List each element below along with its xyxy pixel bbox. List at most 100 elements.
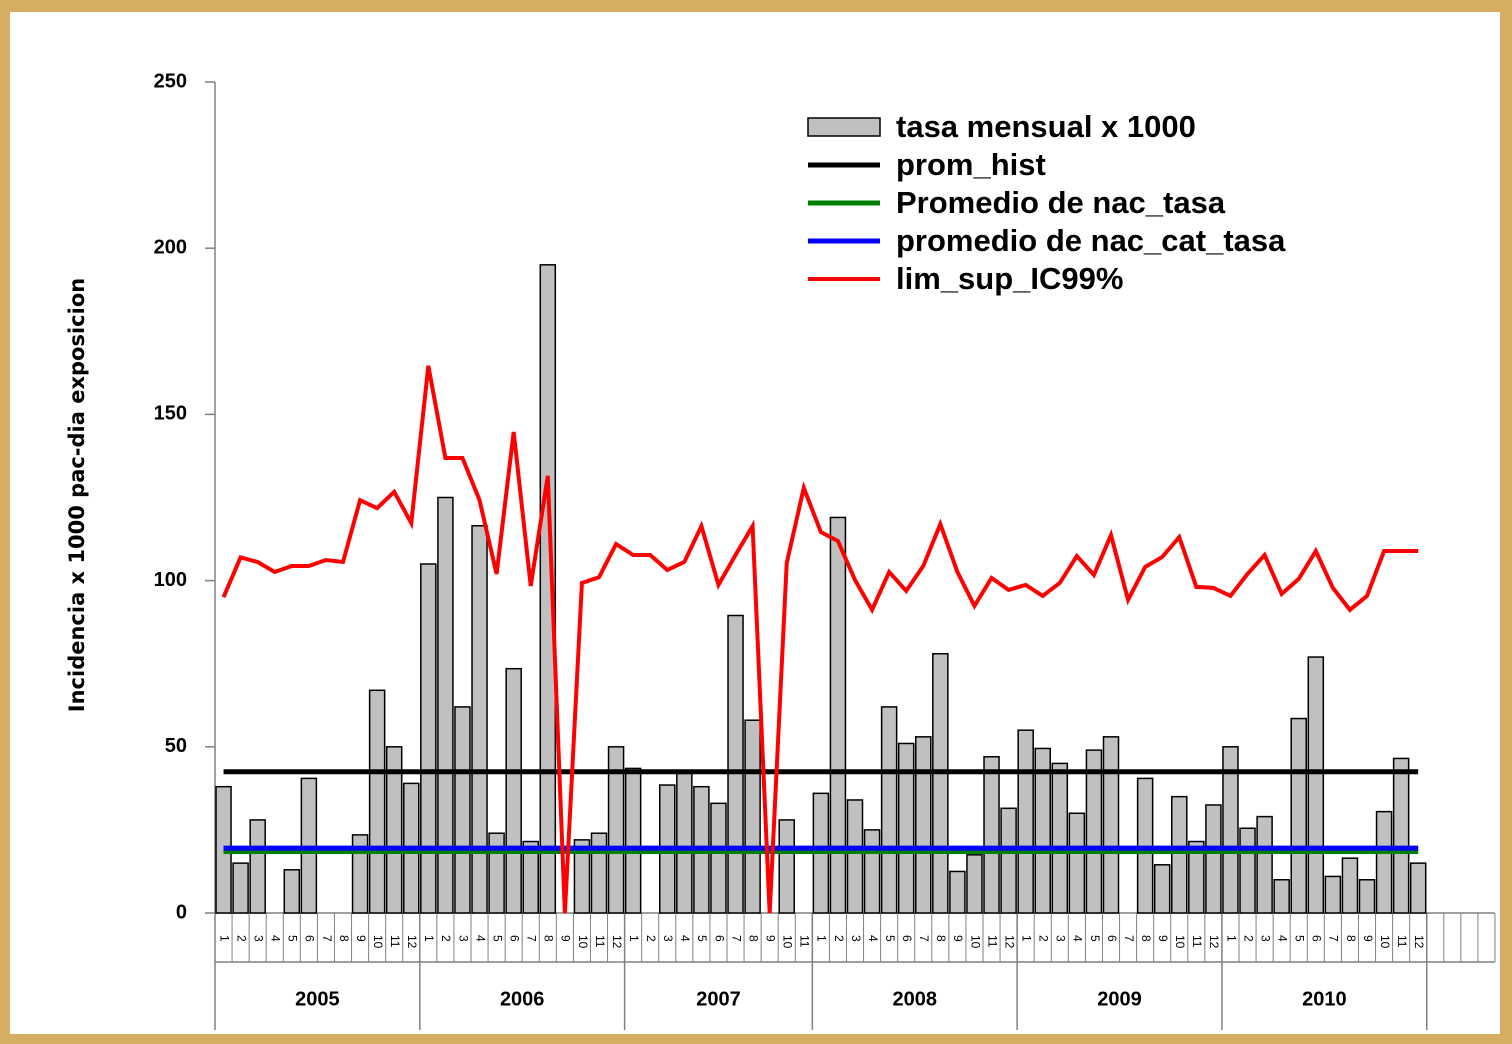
bar	[420, 563, 437, 914]
bar	[1085, 749, 1103, 914]
bar	[1034, 747, 1051, 914]
x-tick-label: 11	[985, 935, 999, 948]
x-tick-label: 5	[286, 935, 300, 942]
line-series	[221, 365, 1419, 914]
y-axis-label: Incidencia x 1000 pac-dia exposicion	[65, 278, 89, 712]
y-tick-label: 100	[154, 569, 187, 591]
x-tick-label: 7	[525, 935, 539, 942]
x-tick-label: 3	[251, 935, 265, 942]
x-tick-label: 2	[1037, 935, 1051, 942]
bar	[1375, 810, 1393, 914]
x-tick-label: 4	[473, 935, 487, 942]
group-label: 2010	[1302, 988, 1347, 1010]
group-label: 2006	[500, 988, 545, 1010]
x-tick-label: 11	[798, 935, 812, 948]
bar	[1171, 795, 1188, 914]
x-tick-label: 1	[422, 935, 436, 942]
x-tick-label: 11	[1395, 935, 1409, 948]
bar	[1153, 864, 1171, 914]
x-tick-label: 5	[695, 935, 709, 942]
bar	[676, 772, 693, 914]
x-tick-label: 7	[1327, 935, 1341, 942]
x-tick-label: 1	[627, 935, 641, 942]
bar	[932, 652, 949, 914]
bar	[368, 689, 386, 914]
x-tick-label: 4	[269, 935, 283, 942]
bar	[283, 869, 301, 914]
bar	[829, 516, 847, 914]
bar	[385, 746, 403, 914]
y-tick-label: 50	[165, 735, 187, 757]
x-tick-label: 7	[917, 935, 931, 942]
x-tick-label: 10	[371, 935, 385, 949]
x-tick-label: 7	[1122, 935, 1136, 942]
bar	[710, 802, 727, 914]
bar	[437, 496, 454, 914]
x-tick-label: 2	[1241, 935, 1255, 942]
x-tick-label: 9	[951, 935, 965, 942]
bar	[1341, 857, 1359, 914]
x-tick-label: 6	[712, 935, 726, 942]
legend-label: Promedio de nac_tasa	[896, 185, 1226, 220]
x-tick-label: 9	[559, 935, 573, 942]
x-tick-label: 4	[1275, 935, 1289, 942]
x-tick-label: 8	[934, 935, 948, 942]
bar	[949, 870, 966, 914]
x-tick-label: 6	[507, 935, 521, 942]
bar	[1102, 736, 1120, 914]
x-tick-label: 3	[1054, 935, 1068, 942]
x-tick-label: 6	[303, 935, 317, 942]
x-tick-label: 9	[1361, 935, 1375, 942]
x-tick-label: 1	[217, 935, 231, 942]
x-tick-label: 12	[1207, 935, 1221, 949]
bar	[778, 819, 795, 914]
bar	[1188, 840, 1205, 914]
bar	[863, 829, 881, 914]
y-tick-label: 200	[154, 236, 187, 258]
bar	[846, 799, 864, 914]
y-tick-label: 0	[176, 901, 187, 923]
x-tick-label: 8	[337, 935, 351, 942]
bar	[624, 767, 642, 914]
bar	[1273, 879, 1290, 914]
bar	[1409, 862, 1427, 914]
x-tick-label: 3	[661, 935, 675, 942]
bar	[1290, 717, 1307, 914]
x-tick-label: 9	[354, 935, 368, 942]
bar	[607, 746, 625, 914]
bar	[897, 742, 915, 914]
bar	[983, 756, 1000, 914]
x-tick-label: 4	[866, 935, 880, 942]
x-tick-label: 8	[1344, 935, 1358, 942]
legend-label: tasa mensual x 1000	[896, 109, 1196, 144]
bar	[471, 525, 488, 914]
x-tick-label: 12	[405, 935, 419, 949]
x-tick-label: 3	[849, 935, 863, 942]
x-tick-label: 11	[388, 935, 402, 948]
x-tick-label: 12	[610, 935, 624, 949]
bar	[966, 854, 983, 914]
x-tick-label: 8	[746, 935, 760, 942]
x-tick-label: 5	[490, 935, 504, 942]
bar	[1205, 804, 1222, 914]
bar	[1358, 879, 1376, 914]
bar	[1017, 729, 1034, 914]
bar	[590, 832, 608, 914]
group-label: 2007	[696, 988, 741, 1010]
bar	[539, 264, 557, 914]
bar	[522, 840, 539, 914]
x-tick-label: 12	[1412, 935, 1426, 949]
bar	[1392, 757, 1410, 914]
x-tick-label: 6	[900, 935, 914, 942]
bar	[351, 834, 369, 914]
group-label: 2008	[892, 988, 937, 1010]
legend-label: prom_hist	[896, 147, 1046, 182]
bar	[1307, 656, 1325, 914]
x-tick-label: 2	[234, 935, 248, 942]
x-tick-label: 1	[1224, 935, 1238, 942]
x-tick-label: 8	[1139, 935, 1153, 942]
y-tick-label: 250	[154, 70, 187, 92]
group-label: 2005	[295, 988, 340, 1010]
